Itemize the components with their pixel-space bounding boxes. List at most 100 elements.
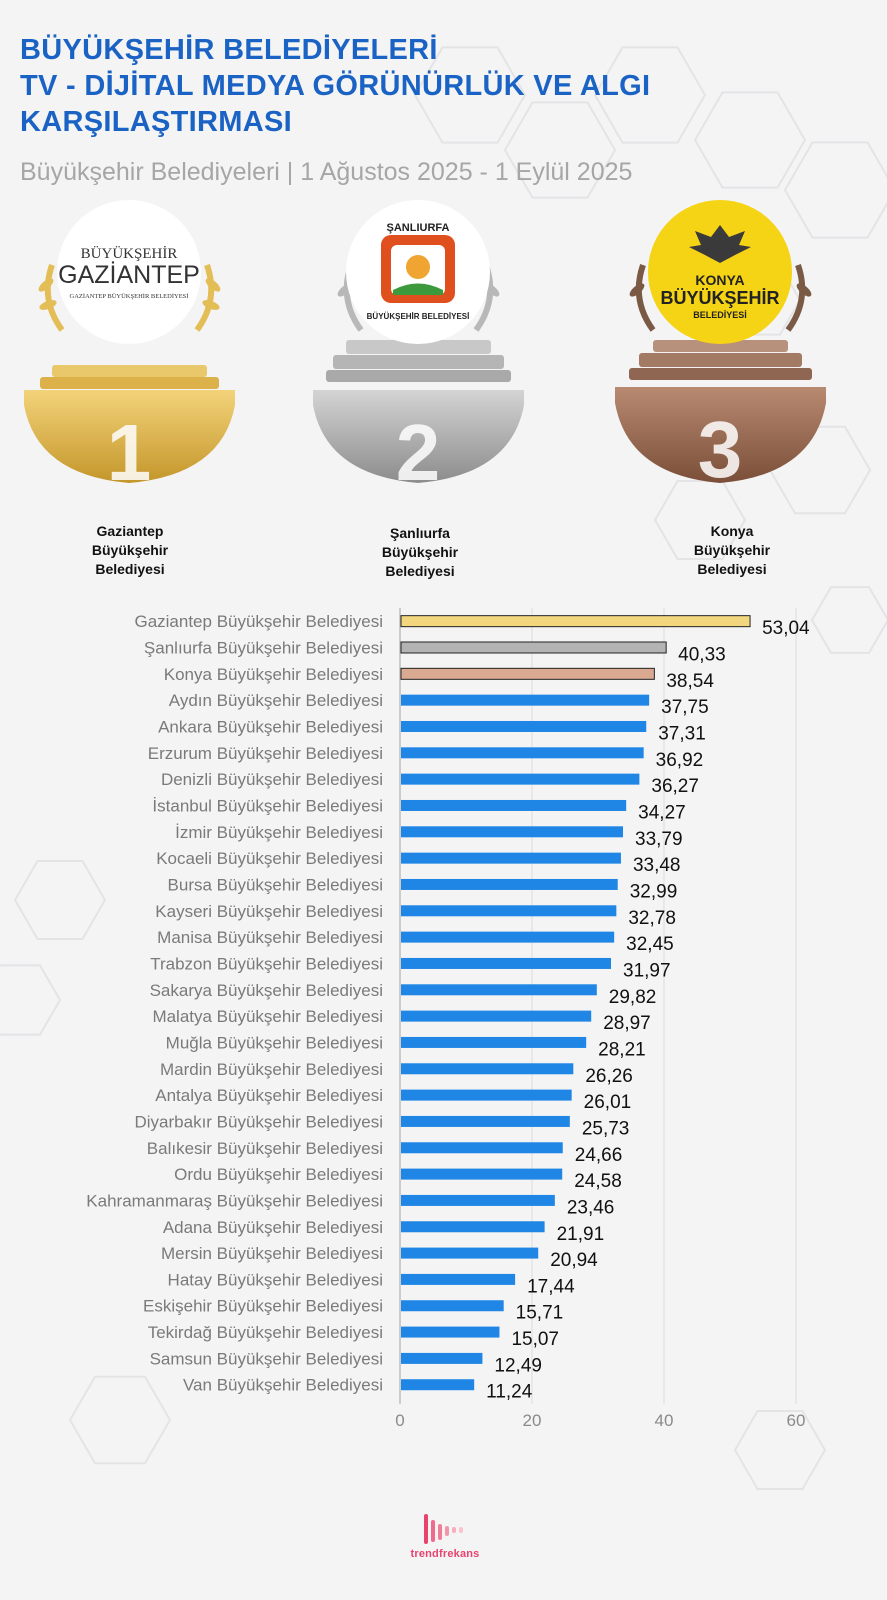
bar	[401, 1036, 587, 1048]
category-label: Samsun Büyükşehir Belediyesi	[150, 1349, 383, 1368]
value-label: 26,01	[584, 1092, 632, 1113]
category-label: Manisa Büyükşehir Belediyesi	[157, 928, 383, 947]
bar	[400, 615, 751, 628]
rank-number: 2	[396, 408, 441, 495]
value-label: 17,44	[527, 1276, 575, 1297]
category-label: Ankara Büyükşehir Belediyesi	[158, 717, 383, 736]
bar	[401, 799, 627, 811]
category-label: Antalya Büyükşehir Belediyesi	[155, 1086, 383, 1105]
x-tick-label: 40	[655, 1411, 674, 1430]
category-label: Sakarya Büyükşehir Belediyesi	[150, 981, 383, 1000]
bar	[400, 641, 667, 654]
double-eagle-icon	[689, 225, 751, 263]
bar	[401, 1352, 483, 1364]
category-label: Balıkesir Büyükşehir Belediyesi	[147, 1139, 383, 1158]
bar	[401, 1300, 504, 1312]
value-label: 15,07	[511, 1329, 559, 1350]
brand-logo: trendfrekans	[395, 1512, 495, 1560]
value-label: 24,66	[575, 1145, 623, 1166]
value-label: 36,92	[656, 750, 704, 771]
rank-number: 1	[107, 408, 152, 495]
value-label: 40,33	[678, 644, 726, 665]
gaziantep-logo	[57, 200, 201, 344]
bar	[401, 984, 597, 996]
category-label: İzmir Büyükşehir Belediyesi	[175, 823, 383, 842]
page-subtitle: Büyükşehir Belediyeleri | 1 Ağustos 2025…	[20, 158, 633, 186]
category-label: Trabzon Büyükşehir Belediyesi	[150, 954, 383, 973]
bar	[401, 1247, 539, 1259]
value-label: 53,04	[762, 618, 810, 639]
value-label: 37,75	[661, 697, 709, 718]
trendfrekans-wave-icon	[424, 1514, 463, 1544]
value-label: 32,45	[626, 934, 674, 955]
category-label: Denizli Büyükşehir Belediyesi	[161, 770, 383, 789]
logo-top-text: ŞANLIURFA	[387, 222, 450, 234]
bar	[401, 1089, 572, 1101]
category-label: Aydın Büyükşehir Belediyesi	[169, 691, 383, 710]
value-label: 24,58	[574, 1171, 622, 1192]
hexagon-shape	[0, 964, 62, 1036]
value-label: 36,27	[651, 776, 699, 797]
category-label: Mardin Büyükşehir Belediyesi	[160, 1060, 383, 1079]
brand-name: trendfrekans	[410, 1548, 480, 1560]
logo-bottom-text: BELEDİYESİ	[693, 310, 747, 320]
bar	[401, 931, 615, 943]
value-label: 11,24	[486, 1382, 533, 1403]
value-label: 12,49	[494, 1355, 542, 1376]
bar	[401, 878, 618, 890]
hexagon-shape	[503, 101, 617, 199]
bar	[401, 1115, 570, 1127]
bar	[401, 1326, 500, 1338]
logo-top-text: BÜYÜKŞEHİR	[81, 245, 178, 262]
category-label: Malatya Büyükşehir Belediyesi	[152, 1007, 383, 1026]
category-label: Bursa Büyükşehir Belediyesi	[168, 875, 383, 894]
value-label: 33,48	[633, 855, 681, 876]
value-label: 28,97	[603, 1013, 651, 1034]
category-label: Konya Büyükşehir Belediyesi	[164, 665, 383, 684]
bar	[401, 773, 640, 785]
title-line-1: BÜYÜKŞEHİR BELEDİYELERİ	[20, 34, 438, 66]
category-label: Gaziantep Büyükşehir Belediyesi	[134, 612, 383, 631]
logo-main-text: BÜYÜKŞEHİR	[660, 288, 779, 308]
value-label: 37,31	[658, 723, 706, 744]
category-label: Ordu Büyükşehir Belediyesi	[174, 1165, 383, 1184]
hexagon-shape	[593, 46, 707, 144]
category-label: Hatay Büyükşehir Belediyesi	[168, 1270, 383, 1289]
bar	[401, 1194, 555, 1206]
podium-second-name: Şanlıurfa Büyükşehir Belediyesi	[381, 525, 459, 579]
value-label: 32,99	[630, 881, 678, 902]
category-label: Eskişehir Büyükşehir Belediyesi	[143, 1297, 383, 1316]
bar	[401, 852, 621, 864]
value-label: 28,21	[598, 1039, 646, 1060]
category-label: Diyarbakır Büyükşehir Belediyesi	[135, 1112, 384, 1131]
value-label: 21,91	[557, 1224, 605, 1245]
value-label: 25,73	[582, 1118, 630, 1139]
value-label: 20,94	[550, 1250, 598, 1271]
title-line-3: KARŞILAŞTIRMASI	[20, 106, 292, 138]
x-tick-label: 0	[395, 1411, 404, 1430]
bar-chart: 0 20 40 60 Gaziantep Büyükşehir Belediyesi 53…	[86, 608, 810, 1430]
page-title: BÜYÜKŞEHİR BELEDİYELERİ TV - DİJİTAL MED…	[20, 32, 820, 140]
value-label: 29,82	[609, 987, 657, 1008]
x-tick-label: 20	[523, 1411, 542, 1430]
hexagon-shape	[413, 46, 527, 144]
logo-main-text: GAZİANTEP	[58, 260, 200, 289]
hexagon-shape	[783, 141, 887, 239]
category-label: Kocaeli Büyükşehir Belediyesi	[156, 849, 383, 868]
category-label: Kayseri Büyükşehir Belediyesi	[155, 902, 383, 921]
category-label: İstanbul Büyükşehir Belediyesi	[152, 796, 383, 815]
bar	[400, 667, 655, 680]
bar	[401, 826, 624, 838]
podium-first: BÜYÜKŞEHİR GAZİANTEP GAZİANTEP BÜYÜKŞEHİ…	[22, 195, 237, 495]
bar	[401, 720, 647, 732]
bar	[401, 957, 612, 969]
bar	[401, 1063, 574, 1075]
hexagon-shape	[68, 1375, 172, 1465]
bar	[401, 1221, 545, 1233]
hexagon-shape	[693, 91, 807, 189]
category-label: Şanlıurfa Büyükşehir Belediyesi	[144, 638, 383, 657]
laurel-icon	[629, 264, 812, 332]
bar	[401, 694, 650, 706]
logo-bottom-text: GAZİANTEP BÜYÜKŞEHİR BELEDİYESİ	[70, 293, 189, 300]
value-label: 34,27	[638, 802, 686, 823]
